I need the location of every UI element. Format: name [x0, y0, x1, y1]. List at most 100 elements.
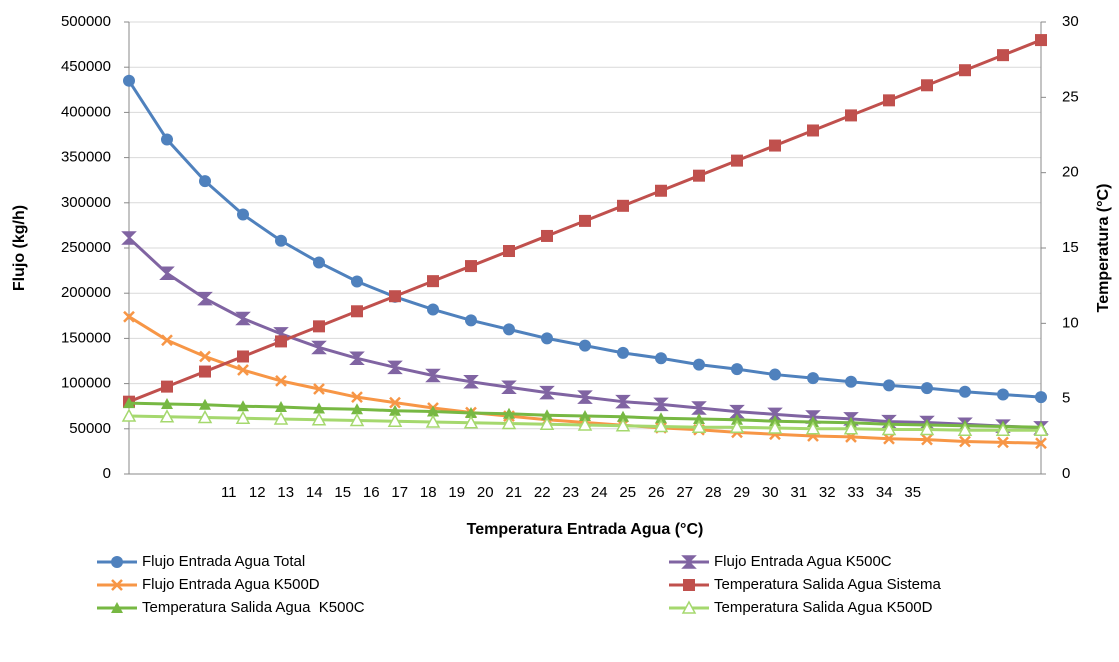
x-tick-label: 11 — [221, 484, 237, 501]
marker — [807, 124, 819, 137]
legend-label: Temperatura Salida Agua K500C — [142, 599, 365, 616]
marker — [161, 397, 173, 409]
x-tick-label: 32 — [819, 484, 836, 501]
x-tick-label: 22 — [534, 484, 551, 501]
marker — [617, 410, 629, 422]
y-tick-label: 200000 — [61, 284, 111, 301]
marker — [997, 436, 1009, 449]
y-tick-label: 150000 — [61, 329, 111, 346]
marker — [351, 391, 363, 404]
marker — [805, 421, 821, 435]
marker — [883, 379, 895, 392]
marker — [617, 346, 629, 359]
marker — [465, 260, 477, 273]
marker — [921, 433, 933, 446]
marker — [351, 403, 363, 415]
y-tick-label: 250000 — [61, 239, 111, 256]
marker — [465, 314, 477, 327]
marker — [237, 208, 249, 221]
marker — [845, 109, 857, 122]
y2-tick-label: 10 — [1062, 314, 1079, 331]
marker — [427, 303, 439, 316]
marker — [729, 404, 745, 419]
marker — [655, 412, 667, 424]
x-tick-label: 24 — [591, 484, 608, 501]
marker — [579, 409, 591, 421]
x-tick-label: 13 — [277, 484, 294, 501]
legend-marker — [111, 602, 123, 613]
marker — [693, 169, 705, 182]
marker — [655, 184, 667, 197]
x-tick-label: 35 — [904, 484, 921, 501]
marker — [579, 339, 591, 352]
x-tick-label: 15 — [334, 484, 351, 501]
marker — [123, 397, 135, 409]
marker — [387, 360, 403, 375]
marker — [349, 351, 365, 366]
x-tick-label: 14 — [306, 484, 323, 501]
marker — [197, 409, 213, 424]
x-tick-label: 28 — [705, 484, 722, 501]
marker — [235, 311, 251, 326]
marker — [1035, 34, 1047, 47]
marker — [921, 79, 933, 92]
x-tick-label: 30 — [762, 484, 779, 501]
legend-label: Flujo Entrada Agua Total — [142, 553, 305, 570]
marker — [503, 323, 515, 336]
y-tick-label: 400000 — [61, 103, 111, 120]
marker — [883, 94, 895, 107]
marker — [959, 435, 971, 448]
y-tick-label: 0 — [103, 465, 111, 482]
marker — [577, 390, 593, 404]
legend-marker — [681, 555, 697, 569]
marker — [731, 363, 743, 376]
marker — [237, 364, 249, 376]
x-tick-label: 21 — [505, 484, 522, 501]
marker — [843, 421, 859, 435]
y-tick-label: 50000 — [69, 420, 111, 437]
marker — [997, 49, 1009, 62]
marker — [273, 411, 289, 425]
marker — [199, 350, 211, 363]
legend-label: Flujo Entrada Agua K500D — [142, 576, 320, 593]
y2-tick-label: 5 — [1062, 390, 1070, 407]
legend-marker — [681, 600, 697, 614]
marker — [691, 419, 707, 434]
y-axis-title: Flujo (kg/h) — [11, 205, 28, 291]
marker — [881, 421, 897, 436]
marker — [275, 375, 287, 387]
y2-tick-label: 30 — [1062, 13, 1079, 30]
y-tick-label: 500000 — [61, 13, 111, 30]
marker — [313, 256, 325, 269]
marker — [311, 412, 327, 426]
marker — [617, 199, 629, 212]
marker — [919, 421, 935, 436]
marker — [427, 405, 439, 417]
marker — [503, 245, 515, 258]
marker — [655, 352, 667, 365]
marker — [235, 410, 251, 425]
marker — [541, 229, 553, 242]
marker — [1035, 391, 1047, 404]
legend-label: Flujo Entrada Agua K500C — [714, 553, 892, 570]
marker — [123, 74, 135, 87]
marker — [463, 375, 479, 389]
x-tick-label: 31 — [790, 484, 807, 501]
marker — [275, 335, 287, 348]
marker — [845, 375, 857, 388]
marker — [769, 139, 781, 152]
marker — [501, 415, 517, 430]
marker — [1033, 422, 1049, 437]
marker — [1035, 437, 1047, 450]
y-tick-label: 350000 — [61, 149, 111, 166]
marker — [159, 409, 175, 423]
marker — [883, 432, 895, 445]
y-tick-label: 450000 — [61, 58, 111, 75]
marker — [921, 382, 933, 395]
x-tick-label: 17 — [391, 484, 408, 501]
marker — [199, 365, 211, 378]
y2-tick-label: 20 — [1062, 164, 1079, 181]
marker — [691, 401, 707, 415]
x-tick-label: 12 — [249, 484, 266, 501]
